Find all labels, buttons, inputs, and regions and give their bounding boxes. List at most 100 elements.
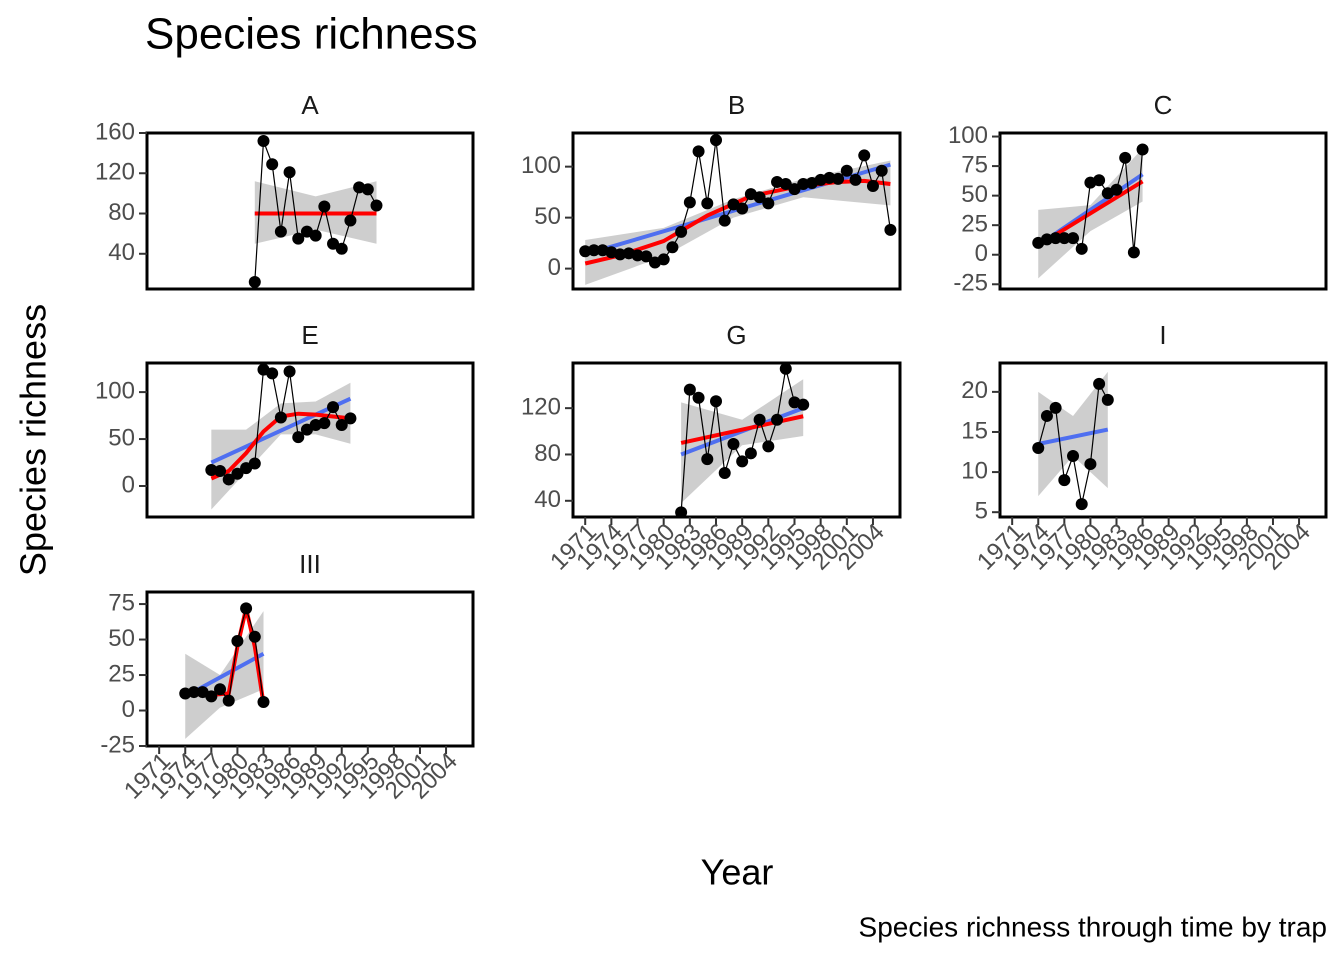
data-point bbox=[205, 690, 218, 703]
data-point bbox=[840, 164, 853, 177]
data-point bbox=[335, 418, 348, 431]
data-point bbox=[1119, 151, 1132, 164]
data-point bbox=[692, 145, 705, 158]
data-point bbox=[283, 166, 296, 179]
data-point bbox=[274, 225, 287, 238]
data-point bbox=[344, 214, 357, 227]
y-tick-label: 80 bbox=[108, 199, 135, 226]
data-point bbox=[292, 232, 305, 245]
confidence-band bbox=[681, 379, 804, 504]
data-point bbox=[779, 177, 792, 190]
data-point bbox=[858, 149, 871, 162]
data-point bbox=[788, 183, 801, 196]
data-point bbox=[1058, 474, 1071, 487]
data-point bbox=[1093, 377, 1106, 390]
data-point bbox=[335, 242, 348, 255]
strip-label: III bbox=[299, 549, 321, 579]
y-tick-label: 15 bbox=[961, 417, 988, 444]
data-point bbox=[1032, 442, 1045, 455]
y-tick-label: 120 bbox=[521, 394, 561, 421]
y-tick-label: 25 bbox=[108, 660, 135, 687]
data-point bbox=[266, 367, 279, 380]
data-point bbox=[1136, 143, 1149, 156]
data-point bbox=[240, 602, 253, 615]
data-point bbox=[640, 250, 653, 263]
data-point bbox=[762, 197, 775, 210]
data-point bbox=[587, 244, 600, 257]
data-point bbox=[231, 634, 244, 647]
y-tick-label: 50 bbox=[961, 181, 988, 208]
y-tick-label: 100 bbox=[948, 122, 988, 149]
data-point bbox=[797, 398, 810, 411]
data-point bbox=[779, 362, 792, 375]
data-point bbox=[718, 214, 731, 227]
data-point bbox=[753, 413, 766, 426]
data-point bbox=[222, 694, 235, 707]
y-tick-label: 75 bbox=[108, 589, 135, 616]
data-point bbox=[1101, 393, 1114, 406]
data-point bbox=[657, 253, 670, 266]
data-point bbox=[1084, 458, 1097, 471]
data-point bbox=[283, 365, 296, 378]
y-tick-label: 50 bbox=[108, 625, 135, 652]
panel-border bbox=[998, 131, 1328, 291]
y-tick-label: 5 bbox=[975, 498, 988, 525]
data-point bbox=[736, 202, 749, 215]
data-point bbox=[1067, 232, 1080, 245]
y-tick-label: 100 bbox=[521, 152, 561, 179]
y-axis-label: Species richness bbox=[13, 304, 54, 576]
data-point bbox=[701, 197, 714, 210]
data-point bbox=[692, 391, 705, 404]
data-point bbox=[675, 225, 688, 238]
data-point bbox=[797, 177, 810, 190]
y-tick-label: 0 bbox=[122, 696, 135, 723]
confidence-band bbox=[211, 382, 351, 510]
data-point bbox=[762, 440, 775, 453]
panel: B 0 50 100 bbox=[521, 90, 902, 291]
data-point bbox=[1040, 409, 1053, 422]
data-point bbox=[327, 237, 340, 250]
strip-label: I bbox=[1159, 320, 1166, 350]
strip-label: E bbox=[301, 320, 318, 350]
data-point bbox=[631, 249, 644, 262]
data-point bbox=[753, 191, 766, 204]
data-point bbox=[292, 431, 305, 444]
confidence-band bbox=[585, 160, 891, 285]
y-tick-label: 160 bbox=[95, 118, 135, 145]
y-tick-label: 40 bbox=[108, 239, 135, 266]
y-tick-label: 0 bbox=[548, 254, 561, 281]
data-point bbox=[1049, 401, 1062, 414]
caption: Species richness through time by trap bbox=[859, 911, 1327, 942]
panel-border bbox=[145, 590, 475, 748]
lm-line bbox=[210, 396, 352, 465]
data-point bbox=[274, 411, 287, 424]
y-tick-label: 75 bbox=[961, 151, 988, 178]
y-tick-label: 120 bbox=[95, 159, 135, 186]
data-point bbox=[309, 229, 322, 242]
y-tick-label: 0 bbox=[975, 240, 988, 267]
data-point bbox=[205, 464, 218, 477]
panel: E 0 50 100 bbox=[95, 320, 475, 519]
panel-border bbox=[571, 361, 902, 519]
data-point bbox=[823, 171, 836, 184]
data-point bbox=[257, 696, 270, 708]
data-point bbox=[666, 241, 679, 254]
data-point bbox=[710, 134, 723, 147]
data-point bbox=[875, 164, 888, 177]
panel: I510152019711974197719801983198619891992… bbox=[961, 320, 1328, 575]
x-axis-label: Year bbox=[701, 852, 774, 893]
strip-label: G bbox=[726, 320, 746, 350]
panel-border bbox=[145, 361, 475, 519]
data-point bbox=[1075, 498, 1088, 511]
data-point bbox=[318, 417, 331, 430]
data-point bbox=[727, 438, 740, 451]
data-point bbox=[771, 413, 784, 426]
data-point bbox=[222, 473, 235, 486]
y-tick-label: 10 bbox=[961, 457, 988, 484]
data-point bbox=[248, 275, 261, 288]
data-point bbox=[187, 686, 200, 699]
panel: G408012019711974197719801983198619891992… bbox=[521, 320, 902, 575]
data-point bbox=[257, 135, 270, 148]
